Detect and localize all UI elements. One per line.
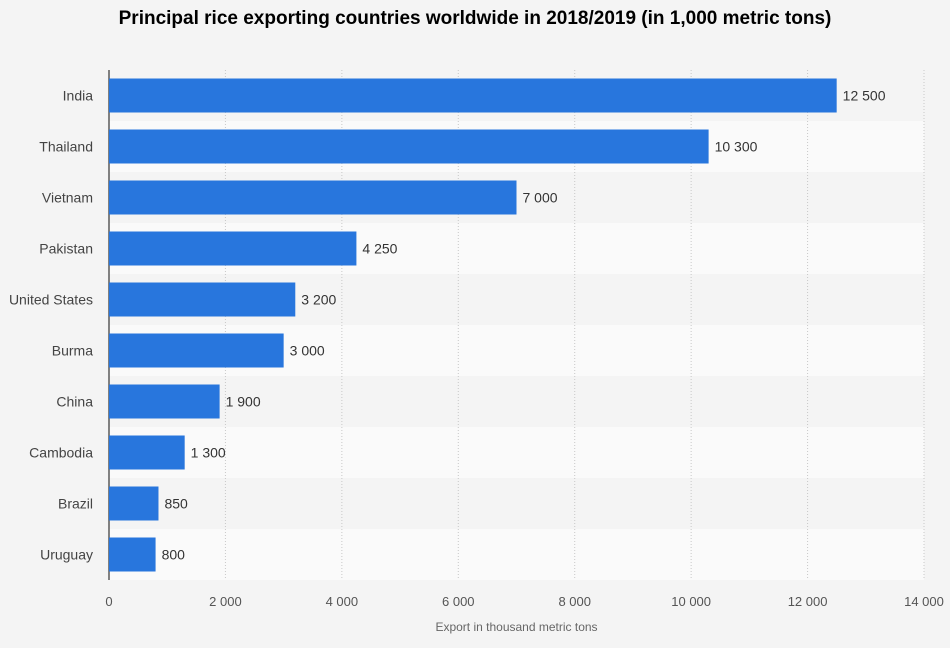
bar [109, 333, 284, 368]
category-label: Thailand [39, 139, 93, 155]
bars [109, 78, 837, 572]
x-tick-label: 14 000 [904, 594, 944, 609]
data-label: 1 300 [191, 445, 226, 461]
bar [109, 282, 296, 317]
category-label: Uruguay [40, 547, 93, 563]
bar [109, 231, 357, 266]
bar [109, 435, 185, 470]
data-label: 800 [162, 547, 186, 563]
row-band [109, 427, 924, 478]
x-tick-label: 10 000 [671, 594, 711, 609]
bar [109, 180, 517, 215]
category-label: Cambodia [29, 445, 93, 461]
category-label: Brazil [58, 496, 93, 512]
bar [109, 78, 837, 113]
bar [109, 486, 159, 521]
labels: 0 2 000 4 000 6 000 8 000 10 000 12 000 14 000 I… [9, 88, 944, 635]
bar [109, 384, 220, 419]
x-tick-label: 2 000 [209, 594, 242, 609]
category-label: Burma [52, 343, 93, 359]
category-label: Vietnam [42, 190, 93, 206]
data-label: 3 200 [301, 292, 336, 308]
x-tick-label: 0 [105, 594, 112, 609]
row-band [109, 376, 924, 427]
bar [109, 537, 156, 572]
category-label: India [63, 88, 94, 104]
bar [109, 129, 709, 164]
row-band [109, 478, 924, 529]
category-label: United States [9, 292, 93, 308]
data-label: 12 500 [843, 88, 886, 104]
data-label: 850 [164, 496, 188, 512]
data-label: 4 250 [362, 241, 397, 257]
x-tick-label: 4 000 [326, 594, 359, 609]
data-label: 10 300 [715, 139, 758, 155]
x-tick-label: 6 000 [442, 594, 475, 609]
x-axis-title: Export in thousand metric tons [435, 620, 597, 634]
chart-title: Principal rice exporting countries world… [118, 8, 832, 29]
category-label: Pakistan [39, 241, 93, 257]
data-label: 1 900 [226, 394, 261, 410]
data-label: 3 000 [290, 343, 325, 359]
data-label: 7 000 [523, 190, 558, 206]
category-label: China [56, 394, 93, 410]
row-band [109, 529, 924, 580]
x-tick-label: 12 000 [788, 594, 828, 609]
x-tick-label: 8 000 [558, 594, 591, 609]
